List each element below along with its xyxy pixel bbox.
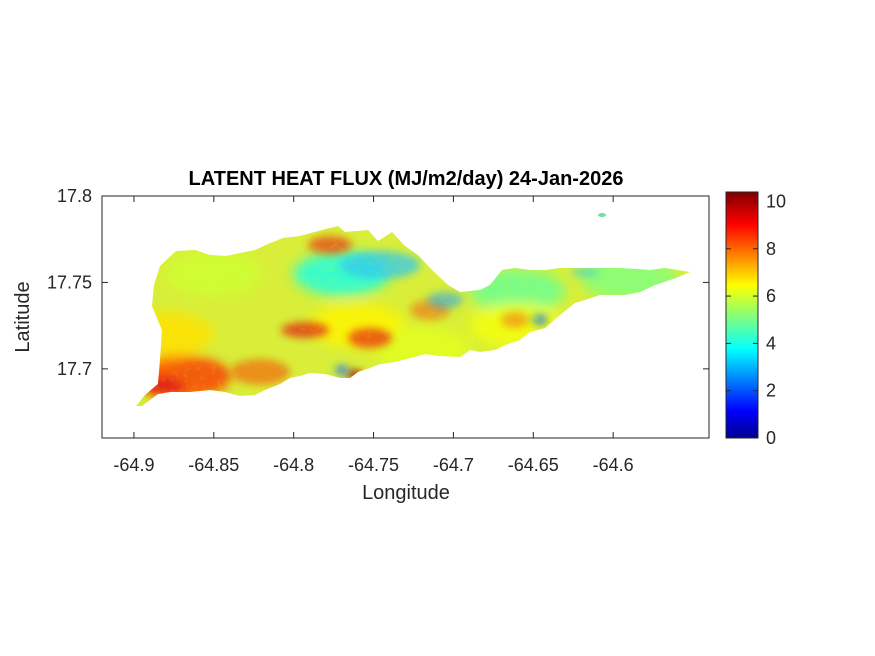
colorbar-tick-label: 10 — [766, 191, 786, 211]
x-tick-label: -64.6 — [593, 455, 634, 475]
x-tick-label: -64.65 — [508, 455, 559, 475]
islet-marker — [598, 213, 606, 217]
x-tick-label: -64.9 — [113, 455, 154, 475]
colorbar — [725, 191, 759, 439]
colorbar-tick-label: 8 — [766, 239, 776, 259]
y-tick-label: 17.8 — [57, 186, 92, 206]
colorbar-ticks: 0 2 4 6 8 10 — [726, 191, 786, 448]
colorbar-tick-label: 0 — [766, 428, 776, 448]
y-axis-label: Latitude — [12, 281, 34, 352]
y-tick-label: 17.7 — [57, 359, 92, 379]
x-tick-label: -64.75 — [348, 455, 399, 475]
y-tick-label: 17.75 — [47, 272, 92, 292]
axes-box — [101, 195, 710, 439]
x-tick-label: -64.8 — [273, 455, 314, 475]
x-axis-ticks: -64.9 -64.85 -64.8 -64.75 -64.7 -64.65 -64.6 — [113, 196, 634, 475]
colorbar-tick-label: 4 — [766, 333, 776, 353]
speckle-texture — [136, 226, 690, 406]
y-axis-ticks: 17.7 17.75 17.8 — [47, 186, 709, 379]
x-tick-label: -64.7 — [433, 455, 474, 475]
chart-title: LATENT HEAT FLUX (MJ/m2/day) 24-Jan-2026 — [189, 168, 624, 190]
x-tick-label: -64.85 — [188, 455, 239, 475]
colorbar-tick-label: 2 — [766, 381, 776, 401]
colorbar-tick-label: 6 — [766, 286, 776, 306]
x-axis-label: Longitude — [362, 482, 450, 504]
heatmap-surface — [136, 226, 690, 406]
